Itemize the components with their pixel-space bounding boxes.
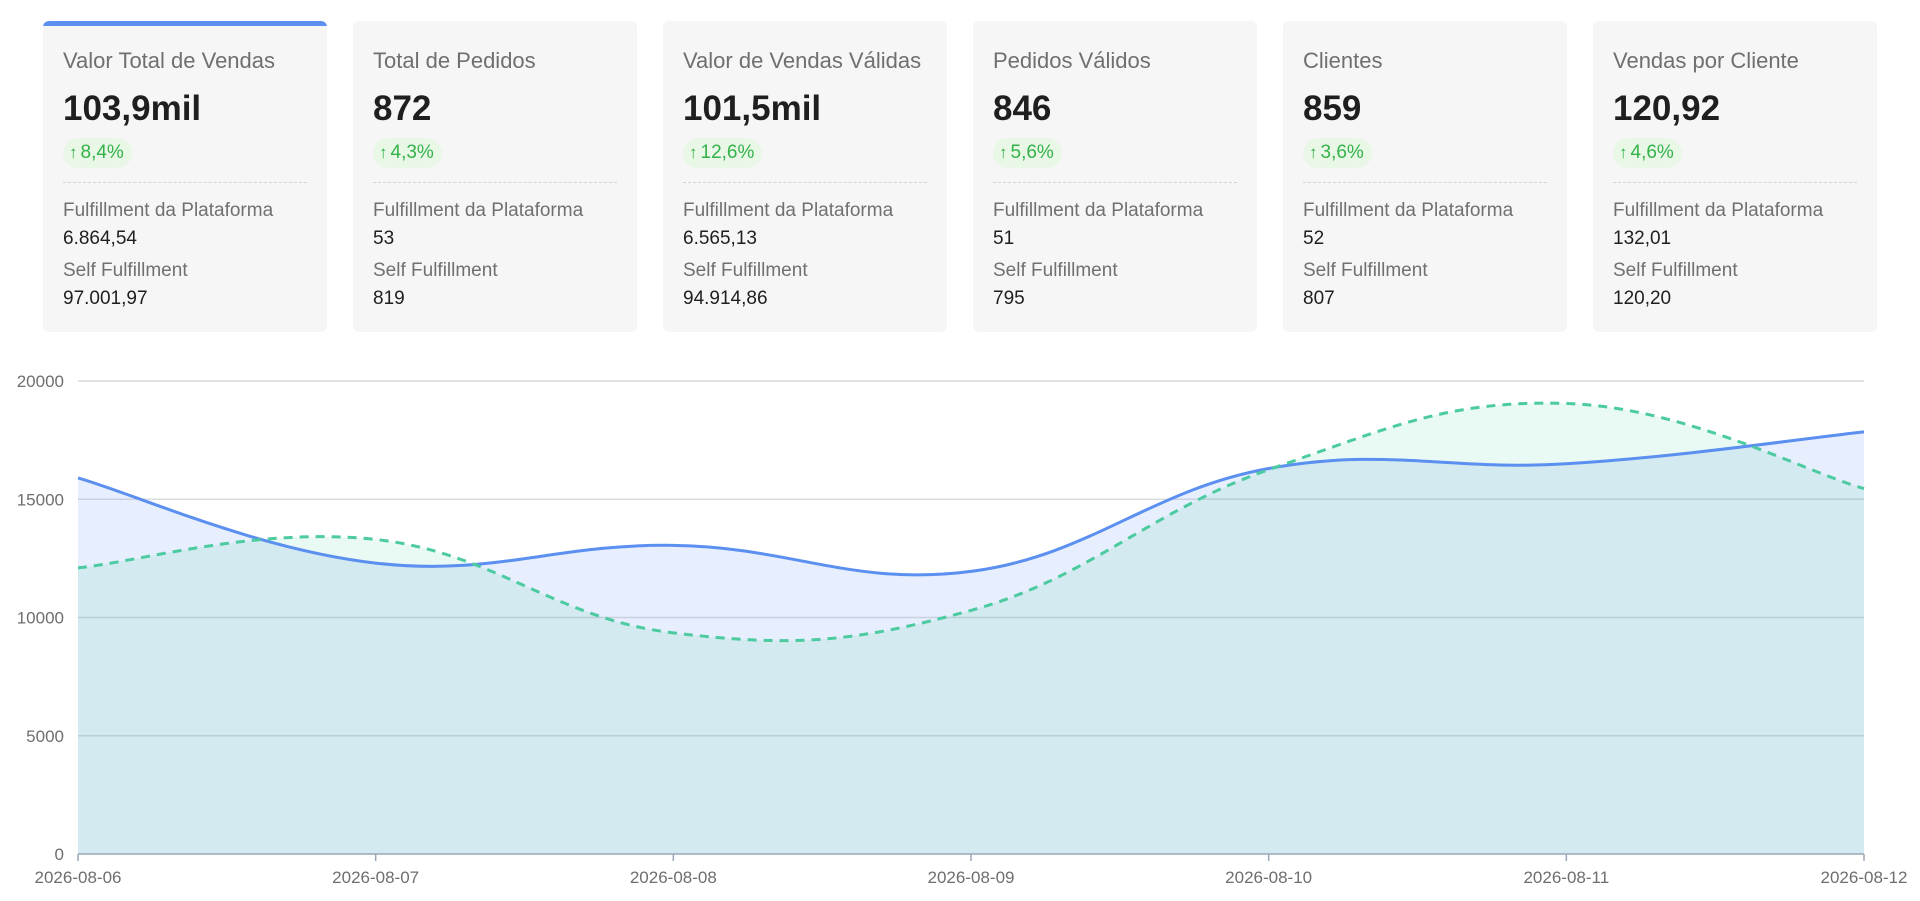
metric-card-total-sales-value[interactable]: Valor Total de Vendas 103,9mil ↑ 8,4% Ful… (43, 21, 327, 332)
platform-fulfillment-value: 6.864,54 (63, 228, 137, 249)
x-tick-label: 2026-08-12 (1821, 868, 1908, 887)
trend-value: 5,6% (1010, 142, 1054, 163)
self-fulfillment-value: 819 (373, 288, 405, 309)
card-value: 859 (1303, 89, 1362, 128)
arrow-up-icon: ↑ (1619, 143, 1628, 162)
card-value: 101,5mil (683, 89, 822, 128)
platform-fulfillment-value: 6.565,13 (683, 228, 757, 249)
card-value: 120,92 (1613, 89, 1721, 128)
platform-fulfillment-label: Fulfillment da Plataforma (993, 200, 1204, 221)
trend-value: 8,4% (80, 142, 124, 163)
x-tick-label: 2026-08-09 (928, 868, 1015, 887)
trend-badge: ↑ 12,6% (683, 138, 763, 168)
platform-fulfillment-value: 51 (993, 228, 1015, 249)
x-tick-label: 2026-08-07 (332, 868, 419, 887)
y-tick-label: 10000 (17, 609, 64, 628)
card-title: Vendas por Cliente (1613, 48, 1799, 73)
trend-badge: ↑ 3,6% (1303, 138, 1372, 168)
series-comparison-line[interactable] (77, 401, 1865, 643)
metric-card-total-orders[interactable]: Total de Pedidos 872 ↑ 4,3% Fulfillment d… (353, 21, 637, 332)
divider (63, 182, 307, 183)
metric-card-sales-per-customer[interactable]: Vendas por Cliente 120,92 ↑ 4,6% Fulfillm… (1593, 21, 1877, 332)
self-fulfillment-label: Self Fulfillment (1303, 260, 1428, 281)
divider (993, 182, 1237, 183)
metric-card-valid-orders[interactable]: Pedidos Válidos 846 ↑ 5,6% Fulfillment da… (973, 21, 1257, 332)
x-tick-label: 2026-08-11 (1523, 868, 1609, 887)
self-fulfillment-value: 795 (993, 288, 1025, 309)
arrow-up-icon: ↑ (1309, 143, 1318, 162)
card-title: Total de Pedidos (373, 48, 536, 73)
trend-badge: ↑ 4,6% (1613, 138, 1682, 168)
sales-trend-chart[interactable]: 0 5000 10000 15000 20000 2026-08-06 2026-08-07… (0, 360, 1920, 901)
chart-axes: 0 5000 10000 15000 20000 2026-08-06 2026-08-07… (17, 372, 1908, 887)
y-tick-label: 15000 (17, 490, 64, 509)
divider (1303, 182, 1547, 183)
platform-fulfillment-label: Fulfillment da Plataforma (1613, 200, 1824, 221)
card-value: 872 (373, 89, 432, 128)
card-title: Valor Total de Vendas (63, 48, 276, 73)
arrow-up-icon: ↑ (379, 143, 388, 162)
x-tick-label: 2026-08-10 (1225, 868, 1312, 887)
card-title: Pedidos Válidos (993, 48, 1151, 73)
divider (1613, 182, 1857, 183)
self-fulfillment-label: Self Fulfillment (63, 260, 188, 281)
card-title: Clientes (1303, 48, 1383, 73)
series-current-area (78, 431, 1864, 854)
metric-card-customers[interactable]: Clientes 859 ↑ 3,6% Fulfillment da Plataf… (1283, 21, 1567, 332)
x-tick-label: 2026-08-08 (630, 868, 717, 887)
chart-grid (78, 380, 1864, 737)
trend-value: 12,6% (700, 142, 755, 163)
series-current-line[interactable] (77, 430, 1865, 577)
self-fulfillment-label: Self Fulfillment (373, 260, 498, 281)
platform-fulfillment-label: Fulfillment da Plataforma (373, 200, 584, 221)
self-fulfillment-label: Self Fulfillment (993, 260, 1118, 281)
platform-fulfillment-value: 53 (373, 228, 395, 249)
trend-value: 4,3% (390, 142, 434, 163)
trend-badge: ↑ 4,3% (373, 138, 442, 168)
self-fulfillment-value: 97.001,97 (63, 288, 148, 309)
platform-fulfillment-label: Fulfillment da Plataforma (63, 200, 274, 221)
card-value: 103,9mil (63, 89, 202, 128)
arrow-up-icon: ↑ (689, 143, 698, 162)
metric-cards: Valor Total de Vendas 103,9mil ↑ 8,4% Ful… (43, 21, 1883, 332)
trend-value: 3,6% (1320, 142, 1364, 163)
trend-badge: ↑ 8,4% (63, 138, 132, 168)
self-fulfillment-value: 807 (1303, 288, 1335, 309)
platform-fulfillment-value: 132,01 (1613, 228, 1672, 249)
series-comparison-area (78, 403, 1864, 854)
chart-lines (77, 401, 1865, 643)
platform-fulfillment-value: 52 (1303, 228, 1325, 249)
trend-badge: ↑ 5,6% (993, 138, 1062, 168)
y-tick-label: 20000 (17, 372, 64, 391)
self-fulfillment-value: 120,20 (1613, 288, 1672, 309)
divider (683, 182, 927, 183)
y-tick-label: 5000 (26, 727, 64, 746)
arrow-up-icon: ↑ (999, 143, 1008, 162)
y-tick-label: 0 (55, 845, 64, 864)
self-fulfillment-label: Self Fulfillment (683, 260, 808, 281)
card-value: 846 (993, 89, 1052, 128)
trend-value: 4,6% (1630, 142, 1674, 163)
platform-fulfillment-label: Fulfillment da Plataforma (1303, 200, 1514, 221)
platform-fulfillment-label: Fulfillment da Plataforma (683, 200, 894, 221)
self-fulfillment-label: Self Fulfillment (1613, 260, 1738, 281)
divider (373, 182, 617, 183)
card-title: Valor de Vendas Válidas (683, 48, 922, 73)
arrow-up-icon: ↑ (69, 143, 78, 162)
x-tick-label: 2026-08-06 (35, 868, 122, 887)
self-fulfillment-value: 94.914,86 (683, 288, 768, 309)
chart-areas (78, 403, 1864, 854)
metric-card-valid-sales-value[interactable]: Valor de Vendas Válidas 101,5mil ↑ 12,6% … (663, 21, 947, 332)
